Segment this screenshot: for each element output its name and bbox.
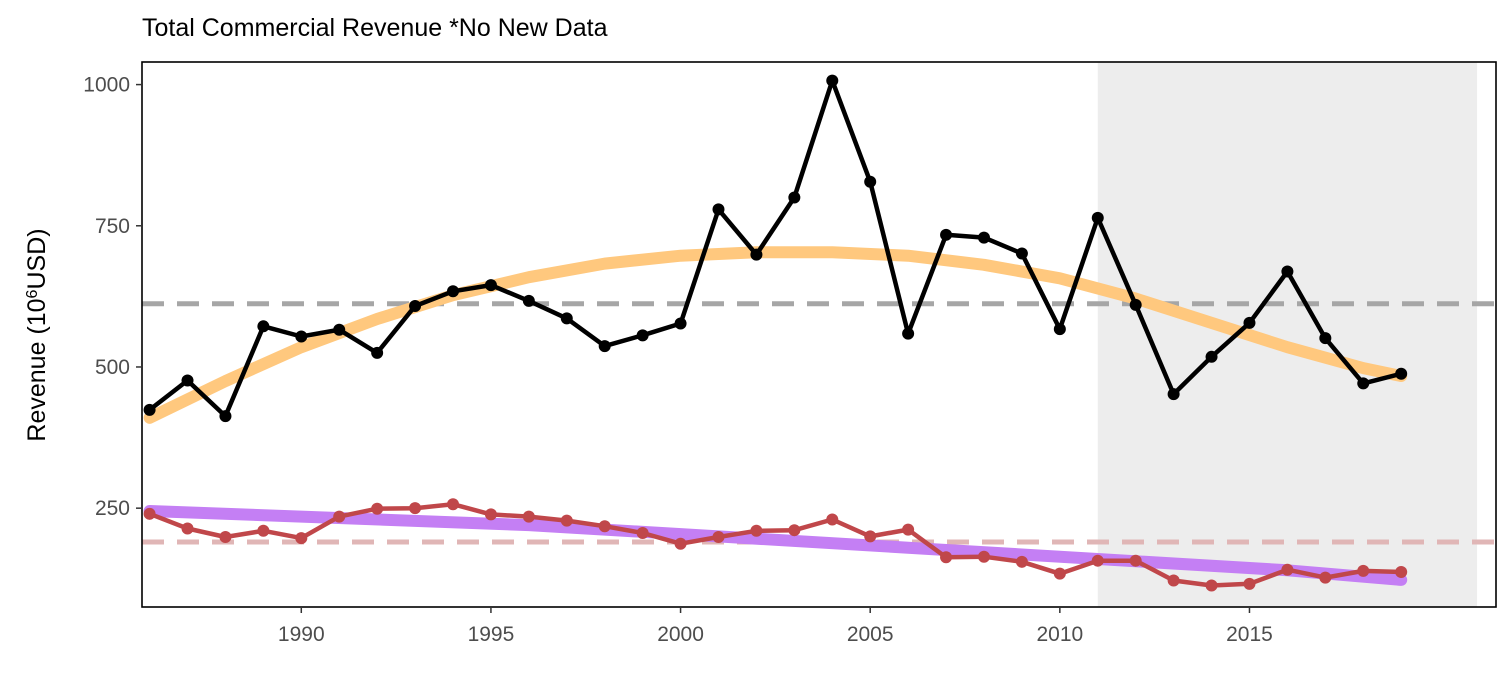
series-2-point-2016	[1281, 563, 1294, 576]
series-1-point-1990	[295, 330, 308, 343]
series-2-point-2009	[1015, 555, 1028, 568]
series-1-point-1999	[636, 329, 649, 342]
series-line-2	[148, 501, 1402, 588]
series-1-point-2004	[826, 74, 839, 87]
series-1-point-2011	[1091, 211, 1104, 224]
series-1-point-1997	[560, 312, 573, 325]
series-2-point-2012	[1129, 554, 1142, 567]
series-2-point-1996	[522, 510, 535, 523]
series-2-point-1988	[219, 530, 232, 543]
series-2-point-1987	[181, 522, 194, 535]
series-2-point-2002	[750, 524, 763, 537]
series-2-point-1999	[636, 527, 649, 540]
series-2-point-2010	[1053, 567, 1066, 580]
series-2-point-1995	[484, 508, 497, 521]
series-2-point-2017	[1319, 571, 1332, 584]
shaded-region	[1097, 62, 1478, 607]
series-1-point-1994	[447, 285, 460, 298]
series-1-point-2002	[750, 248, 763, 261]
x-tick-label-1990: 1990	[278, 623, 325, 646]
series-1-point-2019	[1395, 367, 1408, 380]
series-2-point-2015	[1243, 577, 1256, 590]
series-2-point-1990	[295, 532, 308, 545]
series-2-point-1986	[143, 507, 156, 520]
series-2-point-1989	[257, 524, 270, 537]
series-1-point-2007	[940, 228, 953, 241]
series-2-point-2007	[940, 551, 953, 564]
plot-panel	[141, 61, 1497, 608]
series-1-point-2005	[864, 175, 877, 188]
series-2-point-2005	[864, 530, 877, 543]
series-1-point-1991	[333, 323, 346, 336]
x-tick-label-2010: 2010	[1036, 623, 1083, 646]
series-1-point-1992	[371, 346, 384, 359]
y-tick-label-500: 500	[95, 356, 130, 379]
series-1-point-1987	[181, 374, 194, 387]
series-lines	[148, 78, 1402, 588]
y-tick-label-750: 750	[95, 215, 130, 238]
series-1-point-2012	[1129, 298, 1142, 311]
series-2-point-2004	[826, 513, 839, 526]
series-1-point-1998	[598, 340, 611, 353]
series-1-point-1996	[522, 294, 535, 307]
series-2-point-2013	[1167, 574, 1180, 587]
series-2-point-1991	[333, 510, 346, 523]
series-2-point-2000	[674, 537, 687, 550]
x-axis: 1990 1995 2000 2005 2010 2015	[278, 607, 1273, 646]
series-1-point-2015	[1243, 316, 1256, 329]
series-1-point-2014	[1205, 350, 1218, 363]
x-tick-label-2005: 2005	[847, 623, 894, 646]
series-1-point-1995	[484, 279, 497, 292]
series-1-point-2008	[977, 231, 990, 244]
series-1-point-2016	[1281, 265, 1294, 278]
y-axis-label: Revenue (106USD)	[23, 228, 51, 441]
series-2-point-1992	[371, 502, 384, 515]
series-2-point-2003	[788, 524, 801, 537]
series-1-point-1988	[219, 410, 232, 423]
series-2-point-2008	[977, 550, 990, 563]
x-tick-label-2015: 2015	[1226, 623, 1273, 646]
series-2-point-1997	[560, 514, 573, 527]
series-2-point-1994	[447, 498, 460, 511]
series-points	[143, 74, 1408, 592]
y-axis: 250 500 750 1000	[83, 74, 142, 520]
series-2-point-1993	[409, 502, 422, 515]
series-1-point-2009	[1015, 247, 1028, 260]
series-1-point-2018	[1357, 377, 1370, 390]
series-2-point-2011	[1091, 554, 1104, 567]
series-1-point-2010	[1053, 323, 1066, 336]
x-tick-label-2000: 2000	[657, 623, 704, 646]
series-1-point-1989	[257, 320, 270, 333]
series-1-point-1993	[409, 299, 422, 312]
series-2-point-2006	[902, 523, 915, 536]
series-1-point-2003	[788, 191, 801, 204]
series-1-point-2006	[902, 327, 915, 340]
series-1-point-2017	[1319, 332, 1332, 345]
chart-title: Total Commercial Revenue *No New Data	[142, 14, 608, 42]
series-1-point-2000	[674, 317, 687, 330]
series-2-point-2018	[1357, 564, 1370, 577]
series-2-point-2001	[712, 530, 725, 543]
series-1-point-2001	[712, 203, 725, 216]
series-1-point-2013	[1167, 388, 1180, 401]
trend-line-1	[143, 246, 1408, 424]
series-2-point-2019	[1395, 565, 1408, 578]
y-tick-label-250: 250	[95, 497, 130, 520]
series-2-point-1998	[598, 520, 611, 533]
series-1-point-1986	[143, 403, 156, 416]
series-2-point-2014	[1205, 579, 1218, 592]
series-line-1	[148, 78, 1402, 419]
x-tick-label-1995: 1995	[468, 623, 515, 646]
y-tick-label-1000: 1000	[83, 74, 130, 97]
